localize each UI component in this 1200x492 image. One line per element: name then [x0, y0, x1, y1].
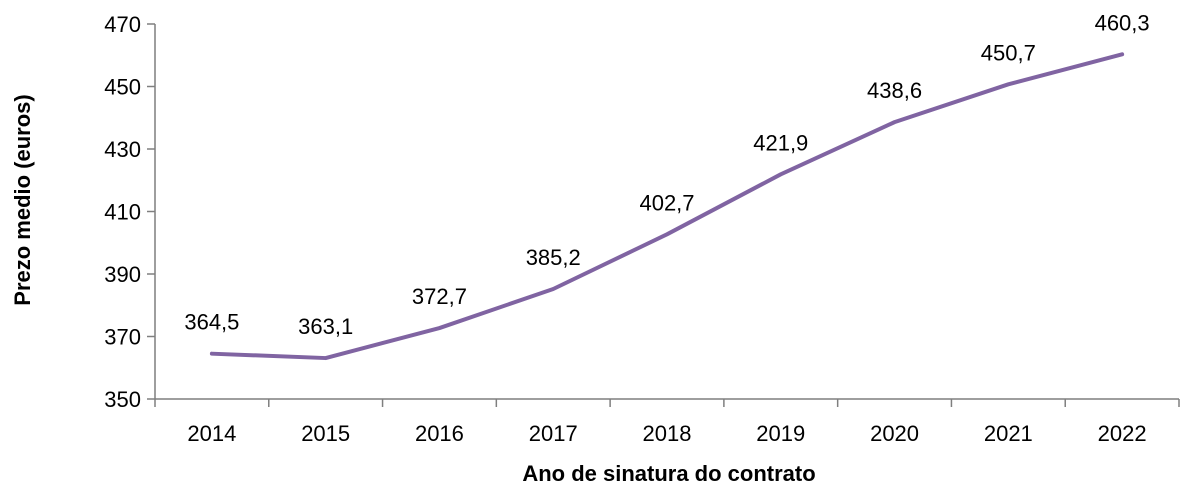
x-tick-label: 2020 — [870, 421, 919, 446]
data-label: 460,3 — [1095, 10, 1150, 35]
x-tick-label: 2017 — [529, 421, 578, 446]
x-tick-label: 2016 — [415, 421, 464, 446]
x-tick-label: 2021 — [984, 421, 1033, 446]
data-label: 450,7 — [981, 40, 1036, 65]
y-tick-label: 350 — [104, 387, 141, 412]
series-layer — [209, 52, 1125, 361]
data-label: 385,2 — [526, 245, 581, 270]
y-axis: 350 370 390 410 430 450 470 — [104, 12, 156, 412]
x-tick-label: 2015 — [301, 421, 350, 446]
data-label: 363,1 — [298, 314, 353, 339]
x-tick-label: 2022 — [1098, 421, 1147, 446]
data-label: 438,6 — [867, 78, 922, 103]
y-tick-label: 430 — [104, 137, 141, 162]
x-tick-label: 2014 — [187, 421, 236, 446]
x-tick-label: 2018 — [643, 421, 692, 446]
y-tick-label: 470 — [104, 12, 141, 37]
data-label: 402,7 — [639, 190, 694, 215]
y-tick-label: 410 — [104, 200, 141, 225]
x-axis-title: Ano de sinatura do contrato — [522, 461, 815, 486]
x-tick-label: 2019 — [756, 421, 805, 446]
data-label: 421,9 — [753, 130, 808, 155]
y-tick-label: 450 — [104, 75, 141, 100]
y-tick-label: 390 — [104, 262, 141, 287]
x-axis: 2014 2015 2016 2017 2018 2019 2020 2021 2022 — [154, 398, 1180, 446]
data-label: 364,5 — [184, 310, 239, 335]
data-label: 372,7 — [412, 284, 467, 309]
y-tick-label: 370 — [104, 325, 141, 350]
data-labels: 364,5 363,1 372,7 385,2 402,7 421,9 438,6 450,7… — [184, 10, 1149, 339]
y-axis-title: Prezo medio (euros) — [10, 94, 35, 305]
